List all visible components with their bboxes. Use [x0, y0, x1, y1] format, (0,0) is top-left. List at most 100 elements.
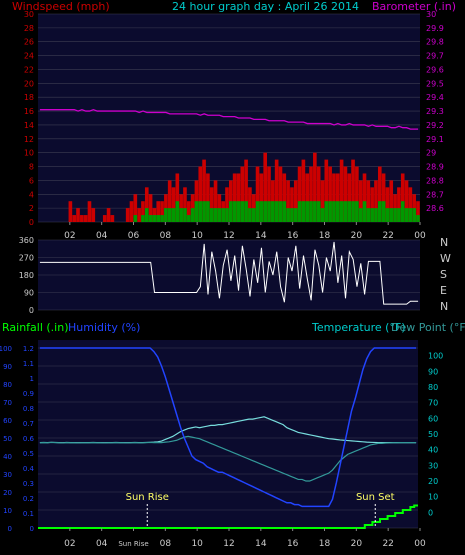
wind-tick-label: 22	[24, 65, 34, 74]
temperature-tick-label: 10	[428, 493, 438, 502]
direction-tick-label: 360	[19, 236, 34, 245]
wind-average-bar	[236, 201, 241, 222]
wind-x-tick-label: 14	[255, 231, 267, 241]
wind-gust-bar	[76, 208, 80, 222]
wind-gust-bar	[206, 173, 210, 222]
wind-average-bar	[141, 215, 145, 222]
barometer-tick-label: 30	[426, 10, 436, 19]
rainfall-tick-label: 0.9	[23, 390, 34, 398]
wind-tick-label: 2	[29, 204, 34, 213]
wind-gust-bar	[385, 187, 390, 222]
barometer-axis-label: Barometer (.in)	[372, 0, 456, 13]
wind-gust-bar	[324, 159, 329, 222]
wind-gust-bar	[408, 187, 413, 222]
humidity-tick-label: 80	[3, 381, 12, 389]
barometer-line	[39, 108, 419, 130]
temperature-tick-label: 50	[428, 430, 438, 439]
temperature-tick-label: 30	[428, 461, 438, 470]
wind-gust-bar	[255, 166, 260, 222]
climate-x-tick-label: 10	[191, 539, 203, 549]
wind-gust-bar	[68, 201, 73, 222]
wind-average-bar	[404, 208, 409, 222]
wind-x-tick-label: 16	[287, 231, 299, 241]
wind-gust-bar	[225, 187, 229, 222]
wind-gust-bar	[106, 208, 111, 222]
wind-tick-label: 6	[29, 176, 34, 185]
wind-tick-label: 16	[24, 107, 34, 116]
wind-average-bar	[175, 201, 180, 222]
wind-average-bar	[305, 201, 310, 222]
wind-tick-label: 12	[24, 135, 34, 144]
wind-gust-bar	[347, 173, 352, 222]
wind-average-bar	[179, 208, 183, 222]
sunset-label: Sun Set	[356, 492, 395, 503]
rainfall-tick-label: 0.3	[23, 480, 34, 488]
dewpoint-line	[39, 435, 417, 482]
wind-gust-bar	[397, 187, 401, 222]
wind-average-bar	[144, 208, 149, 222]
wind-gust-bar	[259, 173, 264, 222]
barometer-tick-label: 29.4	[426, 93, 444, 102]
climate-plot-area	[38, 340, 418, 528]
barometer-tick-label: 29.5	[426, 79, 444, 88]
wind-gust-bar	[240, 166, 245, 222]
rainfall-tick-label: 0.7	[23, 420, 34, 428]
rainfall-tick-label: 0.8	[23, 405, 34, 413]
wind-tick-label: 24	[24, 52, 34, 61]
wind-x-ticks: 02 04 06 08 10 12 14 16 18 20 22 00	[64, 222, 426, 241]
wind-gust-bar	[316, 166, 321, 222]
wind-gust-bar	[286, 180, 290, 222]
wind-gust-bar	[171, 187, 176, 222]
climate-x-ticks: 02 04 Sun Rise 08 10 12 14 16 18 20 22 00	[64, 528, 426, 549]
windspeed-axis-label: Windspeed (mph)	[12, 0, 110, 13]
wind-average-bar	[248, 208, 252, 222]
climate-x-tick-label: Sun Rise	[118, 540, 148, 548]
rainfall-tick-label: 1	[30, 375, 34, 383]
rainfall-tick-label: 0.2	[23, 495, 34, 503]
wind-tick-label: 4	[29, 190, 34, 199]
wind-gust-bar	[355, 166, 359, 222]
wind-average-bar	[335, 201, 340, 222]
wind-average-bar	[370, 208, 374, 222]
climate-x-tick-label: 00	[414, 539, 426, 549]
wind-gust-bar	[301, 159, 306, 222]
wind-gust-bar	[129, 201, 134, 222]
wind-x-tick-label: 08	[160, 231, 172, 241]
wind-average-bar	[167, 208, 172, 222]
wind-average-bar	[297, 201, 302, 222]
humidity-line	[39, 347, 417, 508]
wind-tick-label: 30	[24, 10, 34, 19]
temperature-y-ticks: 0 10 20 30 40 50 60 70 80 90 100	[428, 352, 443, 518]
wind-gust-bar	[305, 173, 310, 222]
wind-average-bar	[221, 208, 225, 222]
wind-gust-bar	[358, 180, 363, 222]
wind-average-bar	[282, 201, 287, 222]
wind-gust-bar	[366, 180, 371, 222]
humidity-tick-label: 60	[3, 417, 12, 425]
humidity-tick-label: 90	[3, 363, 12, 371]
wind-gust-bar	[148, 194, 153, 222]
humidity-axis-label: Humidity (%)	[68, 321, 140, 334]
wind-average-bar	[278, 201, 283, 222]
humidity-tick-label: 70	[3, 399, 12, 407]
wind-tick-label: 0	[29, 218, 34, 227]
temperature-tick-label: 0	[428, 508, 433, 517]
humidity-y-ticks: 0 10 20 30 40 50 60 70 80 90 100	[0, 345, 12, 533]
wind-average-bar	[186, 215, 191, 222]
wind-gust-bar	[267, 166, 271, 222]
wind-gust-bar	[320, 180, 325, 222]
wind-average-bar	[213, 208, 218, 222]
wind-average-bar	[202, 201, 206, 222]
wind-x-tick-label: 00	[414, 231, 426, 241]
wind-gust-bar	[351, 159, 355, 222]
wind-tick-label: 20	[24, 79, 34, 88]
wind-gust-bar	[87, 201, 92, 222]
wind-average-bar	[251, 208, 256, 222]
wind-gust-bar	[278, 166, 283, 222]
wind-gust-bar	[297, 166, 302, 222]
wind-average-bar	[271, 201, 275, 222]
direction-tick-label: 0	[29, 306, 34, 315]
temperature-tick-label: 100	[428, 352, 443, 361]
